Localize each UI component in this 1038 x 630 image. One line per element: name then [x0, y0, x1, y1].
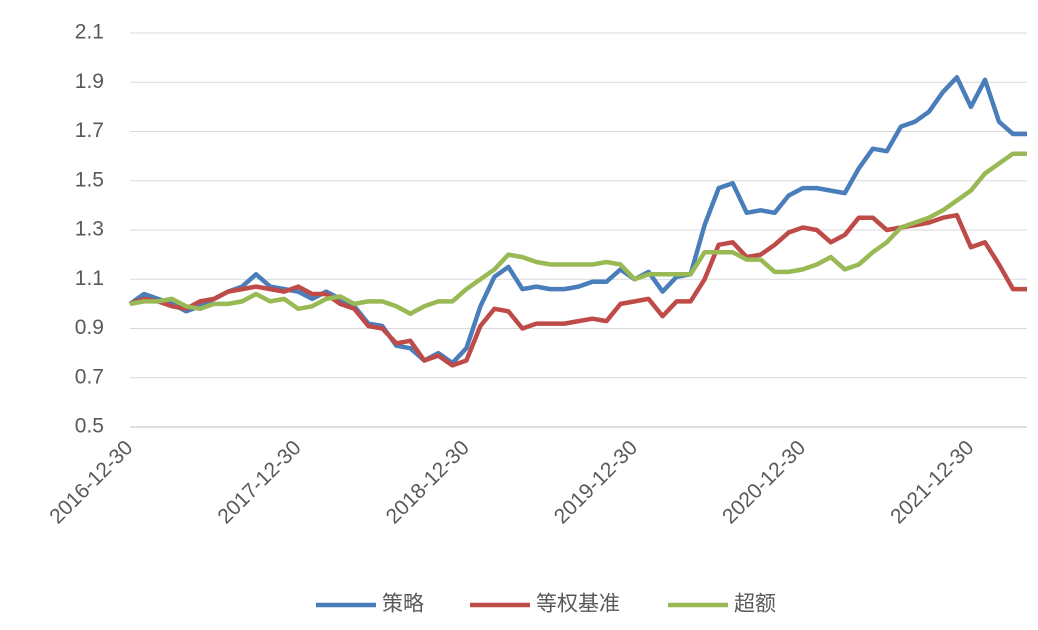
- x-tick-label: 2018-12-30: [382, 436, 474, 528]
- y-tick-label: 1.5: [75, 168, 104, 191]
- series-line: [128, 75, 1027, 366]
- series-line: [129, 151, 1027, 316]
- legend-label: 等权基准: [536, 593, 620, 616]
- y-tick-label: 0.7: [75, 365, 104, 388]
- x-tick-label: 2019-12-30: [550, 436, 642, 528]
- legend-label: 策略: [382, 593, 424, 616]
- series-line: [129, 212, 1027, 368]
- y-tick-label: 1.3: [75, 218, 104, 241]
- y-tick-label: 0.9: [75, 316, 104, 339]
- legend-label: 超额: [734, 593, 776, 616]
- x-tick-label: 2017-12-30: [213, 436, 305, 528]
- x-tick-label: 2020-12-30: [718, 436, 810, 528]
- y-tick-label: 0.5: [75, 415, 104, 438]
- y-tick-label: 2.1: [75, 21, 104, 44]
- y-tick-label: 1.1: [75, 267, 104, 290]
- x-tick-label: 2021-12-30: [886, 436, 978, 528]
- y-tick-label: 1.7: [75, 119, 104, 142]
- y-tick-label: 1.9: [75, 70, 104, 93]
- x-tick-label: 2016-12-30: [45, 436, 137, 528]
